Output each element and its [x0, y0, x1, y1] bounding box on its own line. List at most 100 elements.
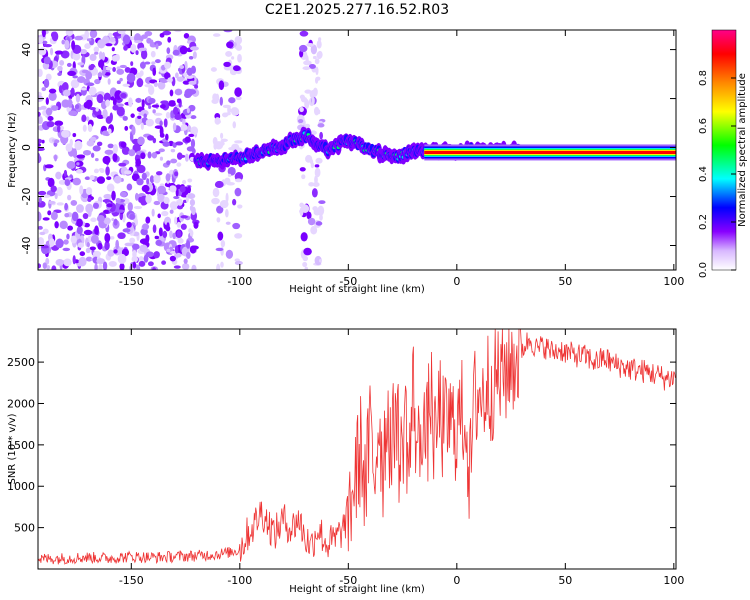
noise-speckle: [304, 266, 308, 270]
noise-speckle: [220, 261, 224, 268]
noise-speckle: [126, 183, 133, 191]
noise-speckle: [187, 185, 191, 194]
noise-speckle: [38, 107, 43, 111]
noise-speckle: [51, 265, 57, 270]
noise-speckle: [104, 240, 110, 251]
noise-speckle: [305, 154, 313, 163]
noise-speckle: [184, 136, 191, 143]
noise-speckle: [106, 203, 113, 208]
noise-speckle: [152, 67, 157, 76]
noise-speckle: [132, 243, 140, 250]
noise-speckle: [160, 79, 168, 84]
noise-speckle: [48, 88, 57, 94]
snr-xtick-label: 50: [558, 574, 572, 587]
noise-speckle: [232, 121, 237, 129]
figure-title: C2E1.2025.277.16.52.R03: [265, 2, 449, 18]
noise-speckle: [165, 173, 171, 182]
noise-speckle: [151, 104, 160, 108]
noise-speckle: [86, 99, 93, 108]
noise-speckle: [232, 198, 237, 206]
noise-speckle: [117, 30, 126, 35]
noise-speckle: [187, 89, 197, 95]
noise-speckle: [59, 220, 68, 230]
noise-speckle: [135, 97, 142, 103]
noise-speckle: [234, 187, 242, 197]
noise-speckle: [174, 171, 179, 177]
snr-xtick-label: 100: [663, 574, 684, 587]
snr-x-label: Height of straight line (km): [289, 584, 425, 595]
noise-speckle: [124, 125, 129, 131]
noise-speckle: [124, 170, 132, 175]
noise-speckle: [234, 140, 243, 144]
noise-speckle: [117, 232, 126, 240]
noise-speckle: [116, 106, 125, 117]
noise-speckle: [183, 72, 188, 78]
noise-speckle: [70, 87, 75, 98]
noise-speckle: [102, 155, 111, 165]
noise-speckle: [235, 96, 242, 101]
noise-speckle: [134, 192, 139, 201]
noise-speckle: [223, 30, 233, 33]
noise-speckle: [85, 247, 91, 254]
noise-speckle: [169, 255, 176, 262]
noise-speckle: [49, 238, 55, 247]
noise-speckle: [42, 217, 50, 221]
noise-speckle: [228, 97, 236, 104]
noise-speckle: [112, 67, 116, 72]
noise-speckle: [306, 42, 314, 47]
noise-speckle: [304, 123, 311, 129]
noise-speckle: [81, 114, 87, 123]
noise-speckle: [116, 209, 125, 213]
noise-speckle: [311, 188, 318, 198]
noise-speckle: [314, 167, 321, 178]
noise-speckle: [148, 105, 152, 109]
noise-speckle: [124, 66, 131, 73]
noise-speckle: [319, 131, 323, 140]
noise-speckle: [112, 153, 118, 162]
noise-speckle: [174, 245, 179, 254]
spectrogram-carrier-layer: [193, 126, 676, 171]
noise-speckle: [192, 51, 197, 59]
noise-speckle: [129, 237, 136, 244]
noise-speckle: [74, 140, 83, 151]
noise-speckle: [107, 249, 115, 257]
noise-speckle: [38, 153, 41, 163]
noise-speckle: [67, 70, 77, 77]
colorbar-tick-label: 0.0: [698, 262, 709, 278]
noise-speckle: [175, 141, 184, 146]
noise-speckle: [115, 239, 120, 250]
noise-speckle: [216, 217, 221, 223]
noise-speckle: [104, 233, 111, 243]
noise-speckle: [38, 263, 42, 269]
noise-speckle: [67, 194, 72, 201]
spectrogram-x-label: Height of straight line (km): [289, 284, 425, 295]
noise-speckle: [153, 82, 159, 88]
noise-speckle: [92, 202, 99, 209]
noise-speckle: [123, 198, 130, 204]
noise-speckle: [168, 101, 176, 107]
noise-speckle: [94, 225, 99, 236]
noise-speckle: [172, 122, 177, 131]
snr-ytick-label: 2000: [7, 397, 35, 410]
noise-speckle: [38, 237, 45, 246]
noise-speckle: [99, 168, 105, 173]
noise-speckle: [84, 30, 90, 40]
noise-speckle: [138, 111, 146, 116]
noise-speckle: [188, 133, 195, 138]
noise-speckle: [147, 135, 155, 141]
noise-speckle: [223, 61, 231, 67]
noise-speckle: [54, 192, 58, 200]
noise-speckle: [89, 136, 97, 142]
snr-xtick-label: -50: [339, 574, 357, 587]
noise-speckle: [47, 177, 55, 188]
noise-speckle: [126, 72, 136, 83]
noise-speckle: [54, 120, 64, 127]
noise-speckle: [164, 216, 172, 226]
noise-speckle: [146, 178, 150, 185]
noise-speckle: [131, 255, 139, 263]
noise-speckle: [61, 39, 66, 45]
noise-speckle: [119, 64, 127, 69]
noise-speckle: [126, 221, 132, 228]
noise-speckle: [157, 213, 161, 219]
noise-speckle: [47, 210, 52, 216]
